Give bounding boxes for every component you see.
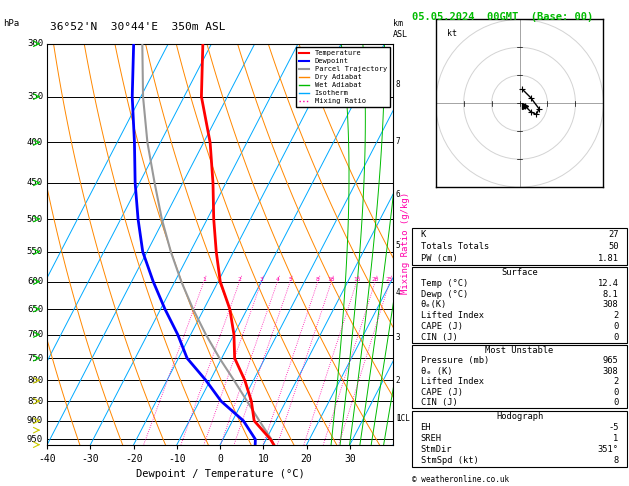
FancyBboxPatch shape xyxy=(412,267,627,343)
Text: θₑ (K): θₑ (K) xyxy=(421,367,452,376)
Text: 1.81: 1.81 xyxy=(598,254,618,263)
Text: 308: 308 xyxy=(603,300,618,310)
Text: 05.05.2024  00GMT  (Base: 00): 05.05.2024 00GMT (Base: 00) xyxy=(412,12,593,22)
Text: 3: 3 xyxy=(396,333,401,342)
Text: 750: 750 xyxy=(27,354,43,363)
Text: 25: 25 xyxy=(386,277,394,281)
Text: StmSpd (kt): StmSpd (kt) xyxy=(421,456,478,466)
FancyBboxPatch shape xyxy=(412,228,627,265)
Text: PW (cm): PW (cm) xyxy=(421,254,457,263)
Text: 2: 2 xyxy=(238,277,242,281)
Text: 36°52'N  30°44'E  350m ASL: 36°52'N 30°44'E 350m ASL xyxy=(50,22,226,32)
Text: 500: 500 xyxy=(27,214,43,224)
Text: 8: 8 xyxy=(396,80,401,89)
Text: 15: 15 xyxy=(353,277,360,281)
Text: CIN (J): CIN (J) xyxy=(421,399,457,407)
Text: 700: 700 xyxy=(27,330,43,339)
Text: 550: 550 xyxy=(27,247,43,256)
Text: 351°: 351° xyxy=(598,445,618,454)
Text: 350: 350 xyxy=(27,92,43,101)
Text: SREH: SREH xyxy=(421,434,442,443)
Text: 308: 308 xyxy=(603,367,618,376)
Text: 8.1: 8.1 xyxy=(603,290,618,299)
Text: 8: 8 xyxy=(316,277,320,281)
Text: 0: 0 xyxy=(613,322,618,331)
Text: 0: 0 xyxy=(613,388,618,397)
Legend: Temperature, Dewpoint, Parcel Trajectory, Dry Adiabat, Wet Adiabat, Isotherm, Mi: Temperature, Dewpoint, Parcel Trajectory… xyxy=(296,47,389,107)
Text: 900: 900 xyxy=(27,417,43,425)
Text: 50: 50 xyxy=(608,242,618,251)
Text: 0: 0 xyxy=(613,333,618,342)
Text: -5: -5 xyxy=(608,423,618,432)
FancyBboxPatch shape xyxy=(412,345,627,408)
Text: 8: 8 xyxy=(613,456,618,466)
Text: hPa: hPa xyxy=(3,19,19,29)
FancyBboxPatch shape xyxy=(412,411,627,467)
Text: EH: EH xyxy=(421,423,431,432)
Text: 1: 1 xyxy=(202,277,206,281)
Text: Hodograph: Hodograph xyxy=(496,412,543,421)
Text: Lifted Index: Lifted Index xyxy=(421,311,484,320)
Text: Mixing Ratio (g/kg): Mixing Ratio (g/kg) xyxy=(401,192,410,294)
Text: 950: 950 xyxy=(27,435,43,444)
Text: CAPE (J): CAPE (J) xyxy=(421,322,462,331)
Text: 1: 1 xyxy=(613,434,618,443)
Text: 12.4: 12.4 xyxy=(598,279,618,288)
Text: 1: 1 xyxy=(396,415,401,423)
Text: 650: 650 xyxy=(27,305,43,313)
Text: kt: kt xyxy=(447,29,457,38)
Text: θₑ(K): θₑ(K) xyxy=(421,300,447,310)
Text: K: K xyxy=(421,230,426,239)
Text: 450: 450 xyxy=(27,178,43,188)
Text: 850: 850 xyxy=(27,397,43,406)
Text: 20: 20 xyxy=(371,277,379,281)
Text: Lifted Index: Lifted Index xyxy=(421,378,484,386)
Text: km
ASL: km ASL xyxy=(393,19,408,39)
Text: Surface: Surface xyxy=(501,268,538,277)
Text: StmDir: StmDir xyxy=(421,445,452,454)
Text: 965: 965 xyxy=(603,356,618,365)
Text: 5: 5 xyxy=(288,277,292,281)
Text: 27: 27 xyxy=(608,230,618,239)
Text: Most Unstable: Most Unstable xyxy=(486,346,554,355)
Text: LCL: LCL xyxy=(396,415,409,423)
Text: 10: 10 xyxy=(328,277,335,281)
Text: 0: 0 xyxy=(613,399,618,407)
Text: Dewp (°C): Dewp (°C) xyxy=(421,290,468,299)
Text: 4: 4 xyxy=(276,277,279,281)
Text: CIN (J): CIN (J) xyxy=(421,333,457,342)
Text: 2: 2 xyxy=(396,376,401,385)
Text: Temp (°C): Temp (°C) xyxy=(421,279,468,288)
Text: Totals Totals: Totals Totals xyxy=(421,242,489,251)
Text: 2: 2 xyxy=(613,311,618,320)
Text: © weatheronline.co.uk: © weatheronline.co.uk xyxy=(412,474,509,484)
Text: 5: 5 xyxy=(396,241,401,250)
Text: 400: 400 xyxy=(27,138,43,147)
X-axis label: Dewpoint / Temperature (°C): Dewpoint / Temperature (°C) xyxy=(136,469,304,479)
Text: 2: 2 xyxy=(613,378,618,386)
Text: 4: 4 xyxy=(396,288,401,297)
Text: 800: 800 xyxy=(27,376,43,385)
Text: 7: 7 xyxy=(396,137,401,146)
Text: Pressure (mb): Pressure (mb) xyxy=(421,356,489,365)
Text: 300: 300 xyxy=(27,39,43,48)
Text: 3: 3 xyxy=(260,277,264,281)
Text: CAPE (J): CAPE (J) xyxy=(421,388,462,397)
Text: 600: 600 xyxy=(27,277,43,286)
Text: 6: 6 xyxy=(396,191,401,199)
